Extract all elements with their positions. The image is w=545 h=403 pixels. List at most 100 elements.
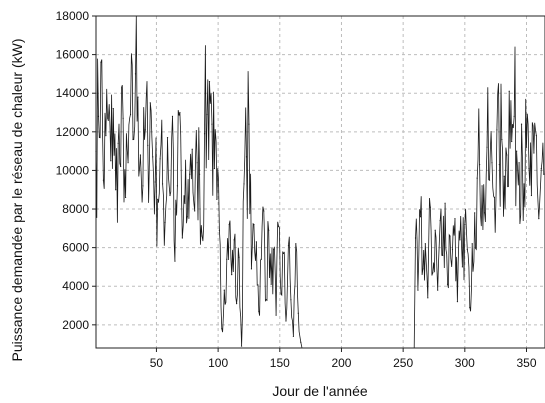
data-point: [464, 223, 466, 226]
data-point: [280, 293, 282, 295]
demand-series-line: [95, 15, 545, 349]
data-point: [285, 320, 287, 322]
data-point: [240, 345, 243, 347]
data-point: [427, 297, 429, 299]
data-point: [456, 301, 459, 303]
data-point: [236, 303, 238, 305]
data-point: [459, 239, 461, 241]
data-point: [474, 212, 476, 214]
y-tick-label: 6000: [62, 241, 89, 255]
data-point: [429, 206, 431, 208]
data-point: [530, 194, 533, 197]
data-point: [164, 221, 166, 224]
data-point: [479, 164, 481, 166]
data-point: [221, 328, 223, 330]
data-point: [533, 152, 535, 154]
y-tick-label: 4000: [62, 279, 89, 293]
x-tick-label: 350: [516, 356, 536, 370]
data-point: [129, 113, 132, 116]
data-point: [243, 183, 245, 185]
data-point: [488, 179, 491, 181]
data-point: [144, 129, 146, 131]
data-point: [206, 113, 208, 116]
data-point: [446, 283, 449, 285]
data-point: [476, 177, 478, 179]
data-point: [97, 115, 100, 117]
data-point: [543, 173, 545, 175]
data-point: [142, 185, 144, 187]
data-point: [287, 245, 290, 247]
data-point: [211, 123, 213, 125]
x-tick-label: 200: [331, 356, 351, 370]
y-tick-label: 18000: [56, 9, 90, 23]
x-tick-label: 150: [270, 356, 290, 370]
data-point: [196, 162, 198, 164]
data-point: [481, 185, 483, 187]
data-point: [245, 156, 248, 158]
data-point: [255, 241, 257, 243]
data-point: [265, 299, 267, 301]
grid-lines: [96, 16, 545, 348]
data-point: [295, 243, 297, 245]
data-point: [147, 144, 149, 146]
data-point: [528, 167, 530, 170]
y-tick-label: 8000: [62, 202, 89, 216]
data-point: [194, 210, 196, 212]
y-axis: 2000 4000 6000 8000 10000 12000 14000 16000 1800…: [56, 9, 96, 332]
data-point: [199, 173, 201, 175]
data-point: [535, 135, 537, 137]
data-point: [469, 306, 471, 309]
data-point: [501, 138, 503, 141]
data-point: [125, 196, 127, 199]
data-point: [518, 162, 520, 164]
data-point: [263, 210, 265, 212]
data-point: [226, 258, 228, 260]
data-point: [179, 111, 181, 114]
data-point: [471, 243, 473, 245]
data-point: [100, 61, 102, 63]
data-point: [414, 237, 417, 239]
x-axis: 50 100 150 200 250 300 350: [150, 348, 537, 370]
data-point: [268, 229, 270, 231]
data-point: [176, 185, 179, 187]
data-point: [439, 220, 441, 222]
data-point: [444, 202, 446, 204]
data-point: [300, 341, 302, 343]
data-point: [506, 154, 508, 156]
data-point: [107, 119, 109, 121]
data-point: [102, 179, 105, 181]
data-point: [218, 229, 220, 231]
data-point: [258, 310, 260, 312]
y-tick-label: 2000: [62, 318, 89, 332]
data-point: [159, 158, 161, 160]
data-point: [238, 256, 240, 258]
data-point: [496, 129, 498, 131]
y-tick-label: 14000: [56, 86, 90, 100]
y-axis-label: Puissance demandée par le réseau de chal…: [9, 39, 25, 362]
data-point: [233, 239, 235, 241]
data-point: [292, 335, 294, 338]
y-tick-label: 10000: [56, 163, 90, 177]
data-point: [277, 225, 280, 227]
data-point: [181, 237, 183, 239]
data-point: [139, 154, 142, 156]
data-point: [451, 248, 454, 251]
data-point: [516, 150, 518, 152]
data-point: [486, 146, 488, 148]
data-point: [115, 189, 117, 191]
data-point: [189, 173, 191, 175]
data-point: [417, 289, 419, 291]
data-point: [203, 133, 206, 135]
data-point: [201, 235, 203, 237]
y-tick-label: 12000: [56, 125, 90, 139]
data-point: [166, 137, 169, 139]
data-point: [228, 223, 230, 226]
x-tick-label: 300: [455, 356, 475, 370]
data-point: [493, 196, 496, 199]
x-tick-label: 50: [150, 356, 164, 370]
data-point: [248, 123, 250, 125]
data-point: [154, 181, 156, 183]
data-point: [513, 115, 515, 117]
data-point: [171, 115, 174, 117]
